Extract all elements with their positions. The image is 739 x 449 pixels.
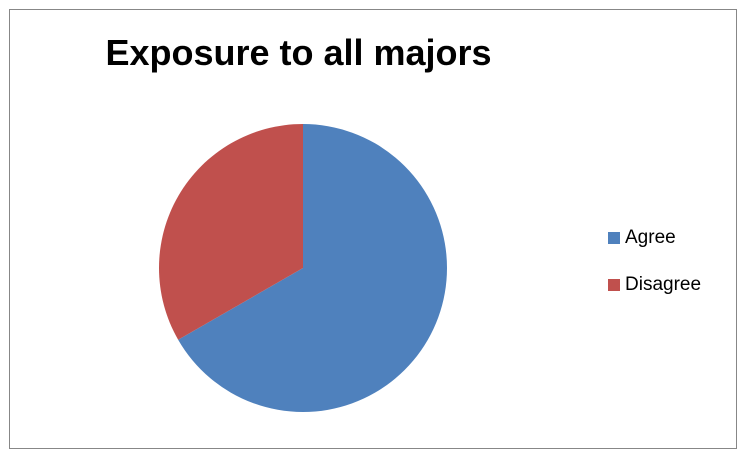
legend-item-disagree: Disagree <box>608 271 701 298</box>
legend-swatch-agree <box>608 231 620 244</box>
pie-slices <box>159 124 448 413</box>
chart-legend: Agree Disagree <box>608 224 701 318</box>
legend-swatch-disagree <box>608 278 620 291</box>
chart-title: Exposure to all majors <box>105 32 492 73</box>
pie-chart <box>159 124 448 413</box>
legend-label-agree: Agree <box>625 226 676 248</box>
legend-label-disagree: Disagree <box>625 273 702 295</box>
legend-item-agree: Agree <box>608 224 701 251</box>
pie-slice-agree <box>178 124 448 413</box>
pie-slice-disagree <box>159 124 303 340</box>
